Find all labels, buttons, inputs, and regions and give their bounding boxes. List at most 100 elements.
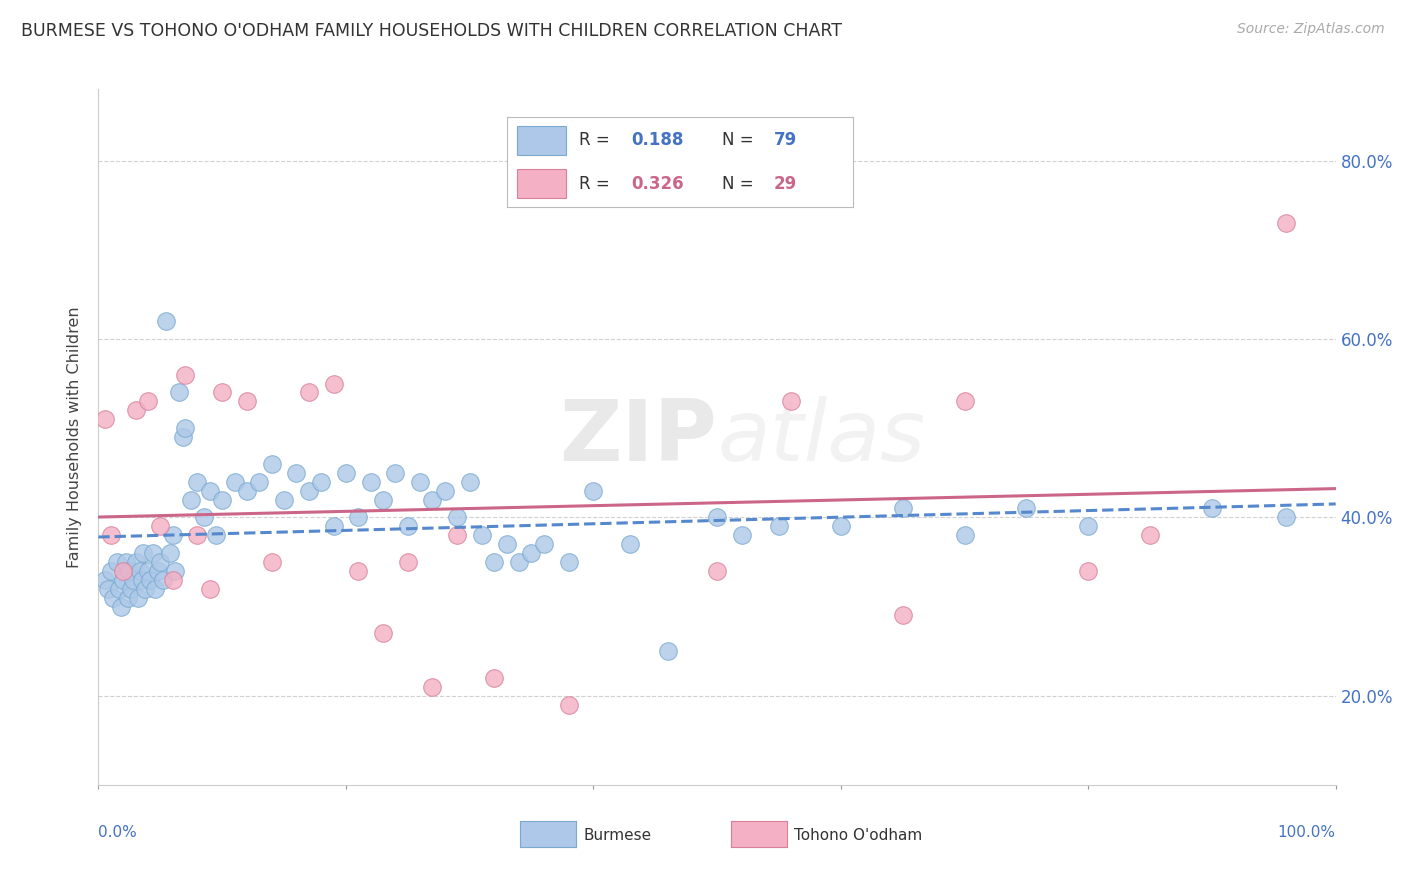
Point bbox=[136, 564, 159, 578]
Point bbox=[211, 385, 233, 400]
Point bbox=[953, 528, 976, 542]
Point bbox=[1201, 501, 1223, 516]
Point bbox=[143, 582, 166, 596]
Point bbox=[458, 475, 481, 489]
Point bbox=[322, 519, 344, 533]
Point bbox=[247, 475, 270, 489]
Point bbox=[172, 430, 194, 444]
Text: N =: N = bbox=[721, 175, 758, 193]
Point bbox=[162, 573, 184, 587]
Text: Tohono O'odham: Tohono O'odham bbox=[794, 829, 922, 843]
Point bbox=[731, 528, 754, 542]
Point bbox=[260, 555, 283, 569]
Point bbox=[657, 644, 679, 658]
Point bbox=[298, 385, 321, 400]
Point bbox=[396, 555, 419, 569]
Point bbox=[309, 475, 332, 489]
Point bbox=[1077, 564, 1099, 578]
Point bbox=[129, 564, 152, 578]
Point bbox=[149, 519, 172, 533]
Point bbox=[93, 412, 115, 426]
Point bbox=[120, 582, 142, 596]
Point bbox=[409, 475, 432, 489]
Point bbox=[132, 546, 155, 560]
Point bbox=[186, 475, 208, 489]
Point bbox=[152, 573, 174, 587]
Point bbox=[384, 466, 406, 480]
Point bbox=[706, 510, 728, 524]
Point bbox=[93, 573, 115, 587]
FancyBboxPatch shape bbox=[517, 126, 565, 155]
Text: 100.0%: 100.0% bbox=[1278, 825, 1336, 840]
Text: atlas: atlas bbox=[717, 395, 925, 479]
Text: 29: 29 bbox=[773, 175, 797, 193]
Point bbox=[127, 591, 149, 605]
Point bbox=[136, 394, 159, 409]
Point bbox=[285, 466, 308, 480]
Point bbox=[371, 492, 394, 507]
Point bbox=[155, 314, 177, 328]
Point bbox=[347, 564, 370, 578]
Point bbox=[953, 394, 976, 409]
Point bbox=[97, 582, 120, 596]
Point bbox=[174, 368, 197, 382]
Point bbox=[298, 483, 321, 498]
Text: Source: ZipAtlas.com: Source: ZipAtlas.com bbox=[1237, 22, 1385, 37]
Point bbox=[582, 483, 605, 498]
Point bbox=[371, 626, 394, 640]
Point bbox=[193, 510, 215, 524]
Text: 0.188: 0.188 bbox=[631, 130, 683, 149]
Point bbox=[165, 564, 187, 578]
Point bbox=[146, 564, 169, 578]
Point bbox=[167, 385, 190, 400]
Text: N =: N = bbox=[721, 130, 758, 149]
Point bbox=[180, 492, 202, 507]
Point bbox=[186, 528, 208, 542]
Text: 0.0%: 0.0% bbox=[98, 825, 138, 840]
Point bbox=[433, 483, 456, 498]
Point bbox=[520, 546, 543, 560]
Point bbox=[446, 528, 468, 542]
Point bbox=[108, 582, 131, 596]
Point bbox=[134, 582, 156, 596]
Point bbox=[149, 555, 172, 569]
Point bbox=[211, 492, 233, 507]
Point bbox=[322, 376, 344, 391]
Point bbox=[100, 528, 122, 542]
Point bbox=[198, 582, 221, 596]
Point bbox=[122, 573, 145, 587]
Point bbox=[533, 537, 555, 551]
Point bbox=[396, 519, 419, 533]
Text: R =: R = bbox=[579, 175, 616, 193]
Point bbox=[260, 457, 283, 471]
Point bbox=[335, 466, 357, 480]
Point bbox=[139, 573, 162, 587]
Point bbox=[159, 546, 181, 560]
Point bbox=[347, 510, 370, 524]
Point bbox=[198, 483, 221, 498]
Point bbox=[891, 608, 914, 623]
Point bbox=[360, 475, 382, 489]
Text: 0.326: 0.326 bbox=[631, 175, 685, 193]
Point bbox=[236, 483, 259, 498]
Point bbox=[508, 555, 530, 569]
Point bbox=[557, 698, 579, 712]
Point bbox=[1275, 216, 1298, 230]
Point bbox=[117, 591, 139, 605]
Point bbox=[162, 528, 184, 542]
Point bbox=[124, 403, 146, 417]
Point bbox=[124, 555, 146, 569]
Point bbox=[100, 564, 122, 578]
Point bbox=[112, 573, 135, 587]
Point bbox=[830, 519, 852, 533]
Point bbox=[891, 501, 914, 516]
Point bbox=[142, 546, 165, 560]
FancyBboxPatch shape bbox=[517, 169, 565, 198]
Point bbox=[557, 555, 579, 569]
Point bbox=[495, 537, 517, 551]
Text: Burmese: Burmese bbox=[583, 829, 651, 843]
Text: 79: 79 bbox=[773, 130, 797, 149]
Point bbox=[205, 528, 228, 542]
Point bbox=[236, 394, 259, 409]
Point bbox=[780, 394, 803, 409]
